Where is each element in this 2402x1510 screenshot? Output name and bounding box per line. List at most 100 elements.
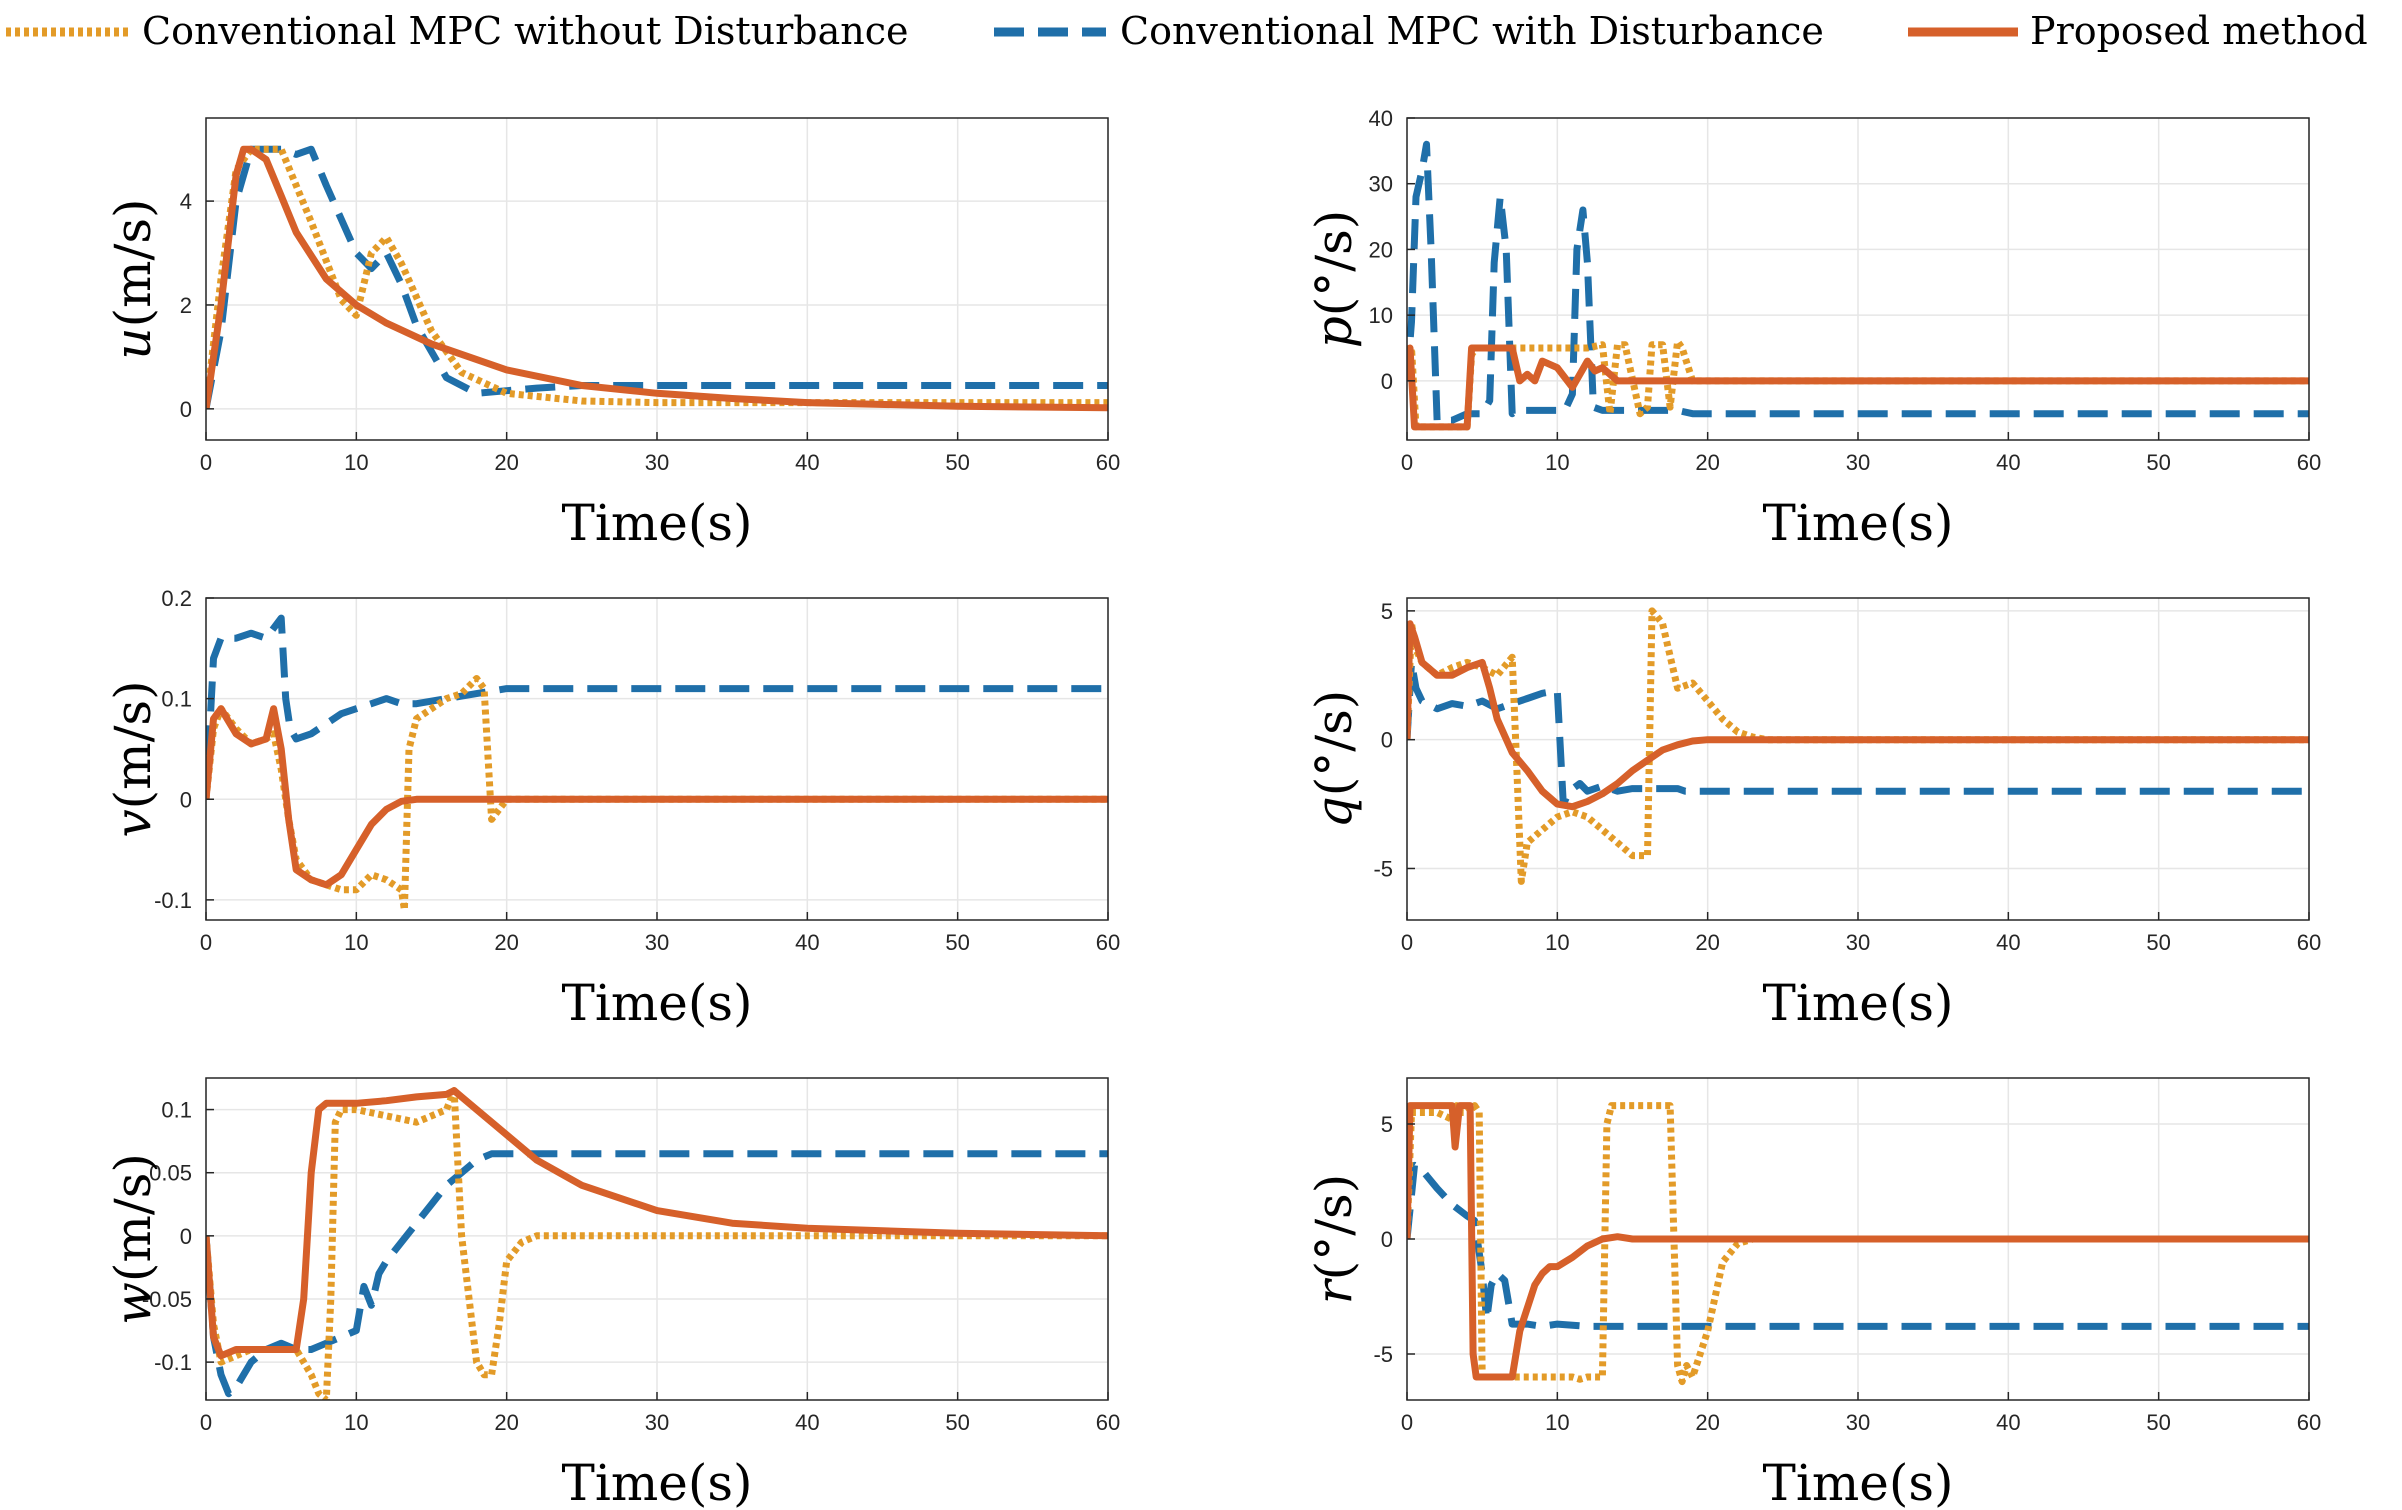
x-tick-label: 50: [2146, 930, 2170, 955]
x-tick-label: 0: [1401, 930, 1413, 955]
series-line-solid: [1407, 1102, 2309, 1381]
y-axis-title: q(°/s): [1305, 690, 1363, 829]
x-tick-label: 40: [795, 1410, 819, 1435]
y-axis-title: w(m/s): [104, 1153, 162, 1325]
y-tick-label: -0.1: [154, 1350, 192, 1375]
x-tick-label: 40: [1996, 450, 2020, 475]
y-tick-label: 0: [180, 1224, 192, 1249]
x-tick-label: 20: [494, 450, 518, 475]
x-tick-label: 30: [1846, 930, 1870, 955]
y-axis-variable: v: [104, 809, 162, 837]
x-axis-title: Time(s): [561, 1454, 752, 1510]
y-axis-variable: p: [1305, 316, 1363, 348]
y-tick-label: 0: [1381, 1227, 1393, 1252]
x-tick-label: 30: [645, 450, 669, 475]
x-tick-label: 30: [1846, 1410, 1870, 1435]
legend-label-proposed: Proposed method: [2030, 9, 2368, 53]
series-line-solid: [206, 1087, 1108, 1360]
x-tick-label: 60: [1096, 930, 1120, 955]
y-tick-label: 0.2: [161, 586, 192, 611]
x-tick-label: 40: [795, 450, 819, 475]
x-tick-label: 60: [1096, 1410, 1120, 1435]
series-line-dotted: [206, 145, 1108, 410]
y-tick-label: 5: [1381, 1112, 1393, 1137]
y-axis-variable: u: [104, 327, 162, 359]
x-tick-label: 40: [1996, 930, 2020, 955]
legend-label-without-disturbance: Conventional MPC without Disturbance: [142, 9, 909, 53]
x-tick-label: 20: [494, 930, 518, 955]
y-axis-variable: q: [1305, 796, 1363, 828]
y-tick-label: 2: [180, 293, 192, 318]
x-tick-label: 20: [1695, 1410, 1719, 1435]
x-tick-label: 50: [2146, 450, 2170, 475]
x-tick-label: 10: [344, 930, 368, 955]
x-tick-label: 30: [645, 930, 669, 955]
series-line-solid: [206, 145, 1108, 412]
y-axis-unit: (°/s): [1305, 690, 1363, 797]
y-tick-label: 40: [1369, 106, 1393, 131]
chart-p: 0 10 20 30 40 50 60 0 10 20 30 40 Time(s) p(°/s): [1305, 106, 2321, 550]
x-axis-title: Time(s): [561, 974, 752, 1030]
x-tick-label: 50: [945, 450, 969, 475]
y-tick-label: 0: [180, 397, 192, 422]
series-line-dashed: [206, 614, 1108, 800]
y-tick-label: 0.1: [161, 1098, 192, 1123]
x-tick-label: 30: [645, 1410, 669, 1435]
chart-r: 0 10 20 30 40 50 60 -5 0 5 Time(s) r(°/s): [1305, 1077, 2321, 1510]
y-tick-label: 0: [1381, 369, 1393, 394]
legend-entry-proposed: Proposed method: [1908, 9, 2368, 53]
x-axis-title: Time(s): [561, 494, 752, 550]
x-tick-label: 0: [200, 450, 212, 475]
x-tick-label: 10: [344, 1410, 368, 1435]
y-tick-label: -0.1: [154, 888, 192, 913]
y-axis-unit: (°/s): [1305, 1174, 1363, 1281]
x-axis-title: Time(s): [1762, 1454, 1953, 1510]
x-tick-label: 0: [1401, 450, 1413, 475]
series-line-dotted: [1407, 607, 2309, 885]
y-axis-variable: r: [1305, 1277, 1363, 1304]
y-axis-unit: (m/s): [104, 680, 162, 809]
y-tick-label: 0: [180, 787, 192, 812]
y-axis-unit: (°/s): [1305, 210, 1363, 317]
y-tick-label: 0: [1381, 728, 1393, 753]
y-tick-label: 0.05: [149, 1161, 192, 1186]
x-tick-label: 40: [1996, 1410, 2020, 1435]
chart-u: 0 10 20 30 40 50 60 0 2 4 Time(s) u(m/s): [104, 117, 1120, 550]
x-tick-label: 60: [2297, 1410, 2321, 1435]
y-axis-title: u(m/s): [104, 198, 162, 359]
y-tick-label: -0.05: [142, 1287, 192, 1312]
y-axis-unit: (m/s): [104, 198, 162, 327]
x-tick-label: 0: [200, 1410, 212, 1435]
legend-entry-without-disturbance: Conventional MPC without Disturbance: [6, 9, 909, 53]
x-tick-label: 60: [2297, 930, 2321, 955]
series-line-dashed: [1407, 140, 2309, 424]
series-line-dashed: [1407, 658, 2309, 808]
legend-entry-with-disturbance: Conventional MPC with Disturbance: [994, 9, 1824, 53]
series-line-solid: [1407, 620, 2309, 811]
x-tick-label: 50: [945, 930, 969, 955]
x-tick-label: 10: [344, 450, 368, 475]
x-tick-label: 10: [1545, 450, 1569, 475]
x-axis-title: Time(s): [1762, 494, 1953, 550]
x-tick-label: 40: [795, 930, 819, 955]
series-line-dashed: [206, 145, 1108, 410]
series-line-solid: [206, 705, 1108, 889]
x-tick-label: 50: [945, 1410, 969, 1435]
y-axis-title: p(°/s): [1305, 210, 1363, 349]
x-tick-label: 30: [1846, 450, 1870, 475]
x-tick-label: 20: [1695, 930, 1719, 955]
x-axis-title: Time(s): [1762, 974, 1953, 1030]
x-tick-label: 60: [1096, 450, 1120, 475]
y-axis-variable: w: [104, 1282, 162, 1325]
x-tick-label: 50: [2146, 1410, 2170, 1435]
y-tick-label: 5: [1381, 599, 1393, 624]
chart-w: 0 10 20 30 40 50 60 -0.1 -0.05 0 0.05 0.1 Time(s) w(m…: [104, 1077, 1120, 1510]
x-tick-label: 10: [1545, 930, 1569, 955]
x-tick-label: 20: [1695, 450, 1719, 475]
y-tick-label: 20: [1369, 237, 1393, 262]
legend: Conventional MPC without Disturbance Con…: [6, 9, 2368, 53]
y-tick-label: 10: [1369, 303, 1393, 328]
y-tick-label: -5: [1373, 1342, 1393, 1367]
y-axis-title: r(°/s): [1305, 1174, 1363, 1304]
x-tick-label: 0: [200, 930, 212, 955]
